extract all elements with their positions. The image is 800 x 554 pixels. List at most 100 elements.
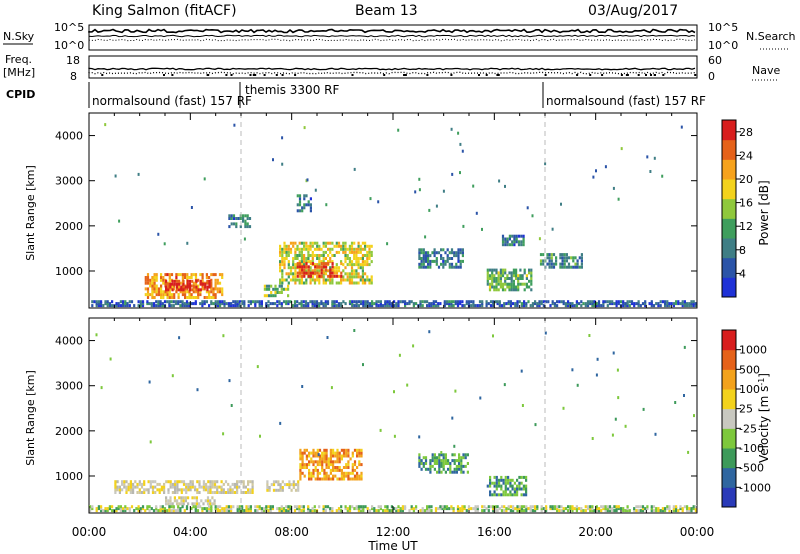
data-cell	[307, 203, 310, 207]
data-cell	[491, 274, 494, 278]
data-cell	[276, 287, 279, 291]
data-cell	[159, 509, 162, 513]
data-cell	[104, 509, 107, 513]
data-cell	[531, 505, 534, 509]
data-cell	[320, 268, 323, 272]
data-cell	[562, 509, 565, 513]
data-cell	[307, 250, 310, 254]
data-cell	[516, 507, 519, 511]
data-cell	[429, 459, 432, 463]
data-cell	[451, 470, 454, 474]
data-cell	[285, 254, 288, 257]
data-cell	[615, 300, 618, 304]
data-cell	[681, 300, 684, 304]
data-cell	[225, 505, 228, 509]
data-cell	[429, 265, 432, 269]
freq-marker	[478, 74, 480, 76]
data-cell	[201, 302, 204, 306]
data-cell	[178, 496, 181, 500]
data-cell	[324, 250, 327, 254]
data-cell	[453, 453, 456, 457]
freq-marker	[625, 74, 628, 76]
data-cell	[225, 302, 228, 306]
data-cell	[472, 302, 475, 306]
data-cell	[300, 263, 303, 267]
data-cell	[336, 466, 339, 469]
data-cell	[216, 485, 219, 489]
data-cell	[401, 509, 404, 513]
data-cell	[303, 268, 306, 272]
data-cell	[446, 248, 449, 252]
data-cell	[225, 509, 228, 513]
data-cell	[586, 505, 590, 509]
data-cell	[553, 505, 556, 509]
data-cell	[433, 453, 436, 457]
data-cell	[188, 279, 192, 283]
data-cell	[174, 482, 177, 486]
data-cell	[444, 456, 447, 460]
data-cell	[525, 505, 528, 509]
data-cell	[491, 271, 494, 275]
data-cell	[180, 488, 183, 492]
data-cell	[221, 287, 224, 291]
time-axis: 00:00 04:00 08:00 12:00 16:00 20:00 00:00	[72, 525, 715, 539]
data-cell	[289, 250, 293, 254]
data-cell	[560, 509, 563, 513]
data-cell	[491, 268, 494, 272]
data-cell	[351, 304, 354, 308]
data-cell	[227, 302, 230, 306]
data-cell	[108, 304, 111, 308]
data-cell	[115, 304, 118, 308]
data-cell	[384, 300, 387, 304]
data-cell	[296, 274, 299, 278]
data-cell	[285, 272, 288, 276]
data-cell	[235, 225, 238, 229]
data-cell	[123, 485, 126, 489]
data-cell	[500, 475, 503, 479]
data-cell	[232, 217, 236, 220]
data-cell	[119, 507, 122, 511]
data-cell	[292, 483, 295, 487]
data-cell	[211, 491, 214, 494]
data-cell	[326, 300, 330, 304]
scatter-cell	[562, 406, 565, 410]
data-cell	[301, 265, 304, 269]
data-cell	[230, 302, 233, 306]
data-cell	[498, 300, 501, 304]
data-cell	[440, 248, 443, 252]
data-cell	[340, 262, 343, 266]
data-cell	[364, 505, 367, 509]
data-cell	[442, 259, 445, 263]
freq-marker	[485, 74, 488, 76]
data-cell	[118, 488, 121, 492]
data-cell	[192, 302, 195, 306]
data-cell	[149, 278, 152, 282]
data-cell	[114, 491, 117, 494]
data-cell	[559, 265, 562, 269]
data-cell	[280, 509, 283, 513]
data-cell	[146, 293, 150, 297]
data-cell	[359, 275, 362, 279]
data-cell	[360, 451, 363, 455]
data-cell	[561, 265, 564, 269]
data-cell	[525, 509, 528, 513]
data-cell	[373, 509, 376, 513]
data-cell	[571, 304, 574, 308]
data-cell	[575, 302, 578, 306]
data-cell	[235, 217, 238, 220]
data-cell	[170, 284, 174, 288]
data-cell	[366, 263, 369, 267]
data-cell	[517, 240, 521, 244]
data-cell	[531, 509, 534, 513]
data-cell	[230, 222, 233, 226]
data-cell	[116, 485, 119, 489]
data-cell	[388, 304, 391, 308]
data-cell	[129, 480, 132, 484]
data-cell	[686, 509, 689, 513]
data-cell	[329, 250, 332, 254]
data-cell	[488, 268, 492, 272]
data-cell	[163, 485, 166, 489]
data-cell	[191, 482, 194, 486]
data-cell	[353, 304, 356, 308]
data-cell	[303, 466, 306, 469]
